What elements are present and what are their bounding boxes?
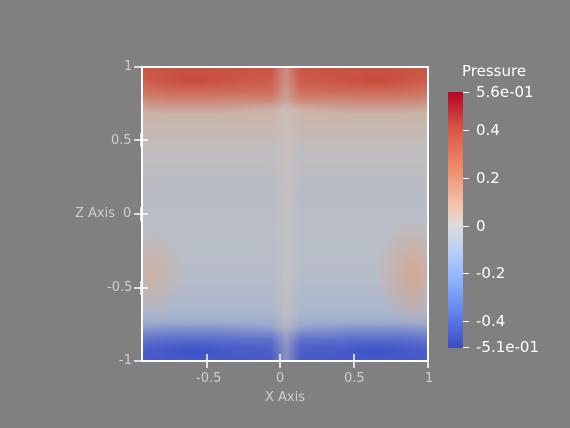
- x-tick-label: 0: [276, 371, 285, 386]
- colorbar-tick: [463, 130, 469, 131]
- colorbar-tick: [463, 273, 469, 274]
- colorbar-title: Pressure: [462, 62, 527, 80]
- field-shading: [271, 68, 301, 360]
- x-tick-label: -0.5: [196, 371, 222, 386]
- x-tick-label: 1: [425, 371, 434, 386]
- z-tick-label: 0: [123, 206, 132, 221]
- colorbar-tick: [463, 321, 469, 322]
- z-tick-label: 0.5: [111, 133, 132, 148]
- x-tick-label: 0.5: [344, 371, 365, 386]
- colorbar-tick: [463, 92, 469, 93]
- colorbar-max-label: 5.6e-01: [476, 83, 534, 101]
- colorbar-min-label: -5.1e-01: [476, 338, 539, 356]
- colorbar-tick-label: 0.4: [476, 121, 500, 139]
- field-shading: [377, 218, 427, 328]
- z-tick-label: -1: [119, 353, 132, 368]
- z-axis-title: Z Axis: [75, 206, 116, 221]
- colorbar[interactable]: [448, 92, 463, 348]
- colorbar-tick: [463, 178, 469, 179]
- z-tick-label: -0.5: [107, 280, 133, 295]
- colorbar-tick: [463, 226, 469, 227]
- colorbar-tick-label: 0.2: [476, 169, 500, 187]
- colorbar-tick-label: 0: [476, 217, 486, 235]
- pressure-field-plot[interactable]: [141, 66, 429, 362]
- colorbar-tick-label: -0.2: [476, 264, 506, 282]
- colorbar-tick: [463, 347, 469, 348]
- colorbar-tick-label: -0.4: [476, 312, 506, 330]
- x-axis-title: X Axis: [265, 390, 306, 405]
- field-shading: [143, 228, 183, 318]
- z-tick-label: 1: [124, 59, 133, 74]
